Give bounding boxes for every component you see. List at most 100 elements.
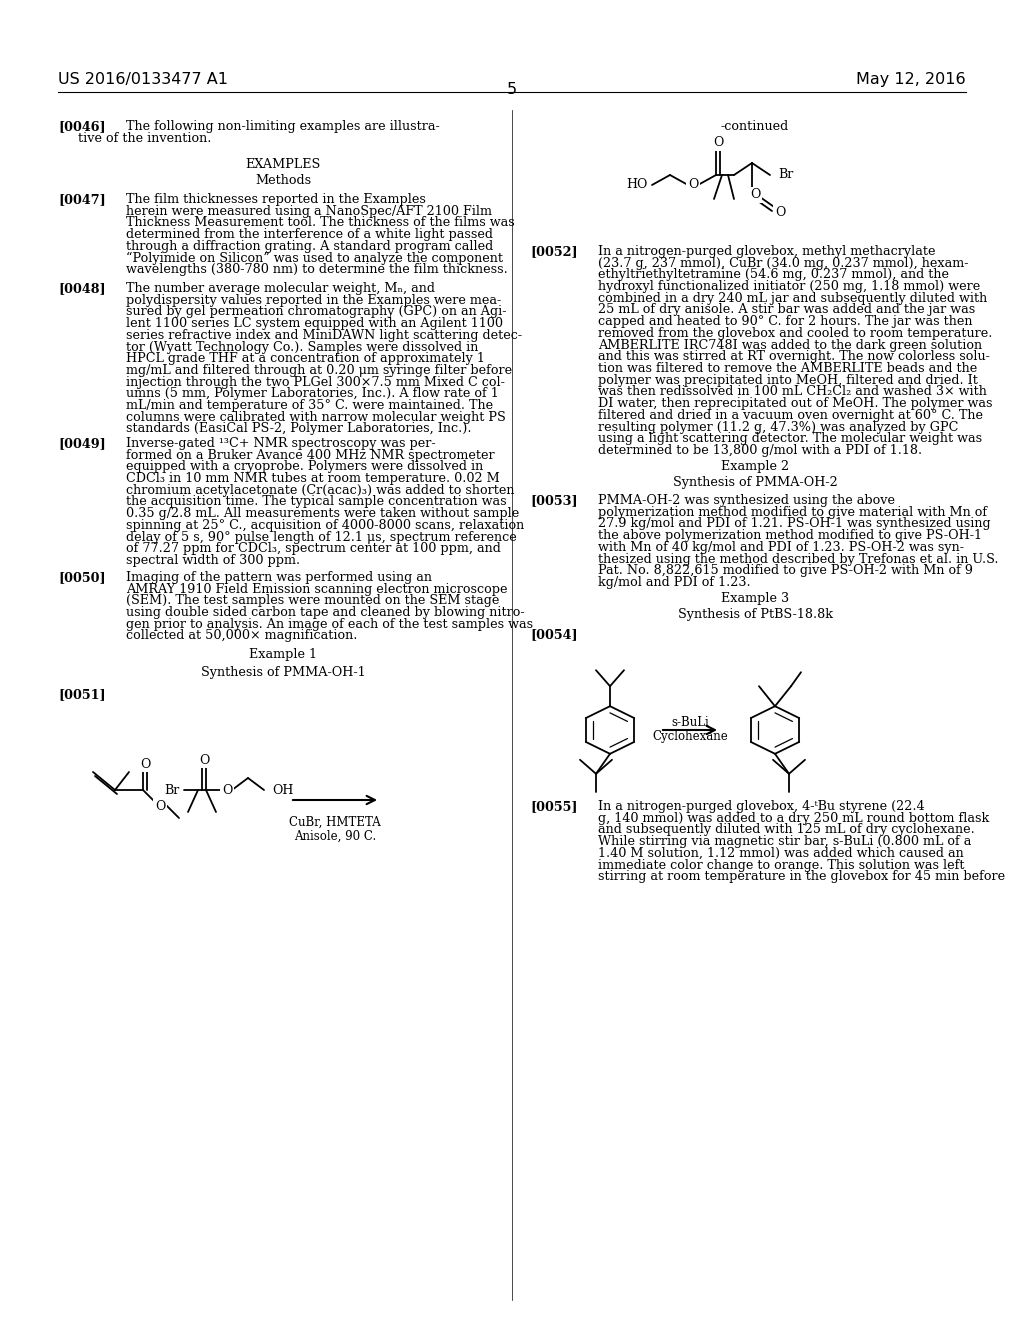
Text: O: O [775,206,785,219]
Text: O: O [199,754,209,767]
Text: filtered and dried in a vacuum oven overnight at 60° C. The: filtered and dried in a vacuum oven over… [598,409,983,422]
Text: the above polymerization method modified to give PS-OH-1: the above polymerization method modified… [598,529,982,543]
Text: CDCl₃ in 10 mm NMR tubes at room temperature. 0.02 M: CDCl₃ in 10 mm NMR tubes at room tempera… [126,473,500,486]
Text: Cyclohexane: Cyclohexane [652,730,728,743]
Text: removed from the glovebox and cooled to room temperature.: removed from the glovebox and cooled to … [598,327,992,339]
Text: of 77.27 ppm for CDCl₃, spectrum center at 100 ppm, and: of 77.27 ppm for CDCl₃, spectrum center … [126,543,501,556]
Text: 27.9 kg/mol and PDI of 1.21. PS-OH-1 was synthesized using: 27.9 kg/mol and PDI of 1.21. PS-OH-1 was… [598,517,990,531]
Text: O: O [155,800,165,813]
Text: AMRAY 1910 Field Emission scanning electron microscope: AMRAY 1910 Field Emission scanning elect… [126,582,508,595]
Text: Imaging of the pattern was performed using an: Imaging of the pattern was performed usi… [126,572,432,583]
Text: the acquisition time. The typical sample concentration was: the acquisition time. The typical sample… [126,495,507,508]
Text: Example 3: Example 3 [721,591,790,605]
Text: May 12, 2016: May 12, 2016 [856,73,966,87]
Text: Inverse-gated ¹³C+ NMR spectroscopy was per-: Inverse-gated ¹³C+ NMR spectroscopy was … [126,437,435,450]
Text: Methods: Methods [255,174,311,187]
Text: 5: 5 [507,82,517,96]
Text: determined from the interference of a white light passed: determined from the interference of a wh… [126,228,493,242]
Text: wavelengths (380-780 nm) to determine the film thickness.: wavelengths (380-780 nm) to determine th… [126,263,508,276]
Text: delay of 5 s, 90° pulse length of 12.1 μs, spectrum reference: delay of 5 s, 90° pulse length of 12.1 μ… [126,531,517,544]
Text: g, 140 mmol) was added to a dry 250 mL round bottom flask: g, 140 mmol) was added to a dry 250 mL r… [598,812,989,825]
Text: series refractive index and MiniDAWN light scattering detec-: series refractive index and MiniDAWN lig… [126,329,522,342]
Text: While stirring via magnetic stir bar, s-BuLi (0.800 mL of a: While stirring via magnetic stir bar, s-… [598,836,972,849]
Text: [0050]: [0050] [58,572,105,583]
Text: resulting polymer (11.2 g, 47.3%) was analyzed by GPC: resulting polymer (11.2 g, 47.3%) was an… [598,421,958,433]
Text: collected at 50,000× magnification.: collected at 50,000× magnification. [126,630,357,643]
Text: The number average molecular weight, Mₙ, and: The number average molecular weight, Mₙ,… [126,282,435,294]
Text: gen prior to analysis. An image of each of the test samples was: gen prior to analysis. An image of each … [126,618,534,631]
Text: [0049]: [0049] [58,437,105,450]
Text: O: O [750,189,760,202]
Text: Thickness Measurement tool. The thickness of the films was: Thickness Measurement tool. The thicknes… [126,216,515,230]
Text: The film thicknesses reported in the Examples: The film thicknesses reported in the Exa… [126,193,426,206]
Text: with Mn of 40 kg/mol and PDI of 1.23. PS-OH-2 was syn-: with Mn of 40 kg/mol and PDI of 1.23. PS… [598,541,964,554]
Text: Example 1: Example 1 [249,648,317,661]
Text: [0046]: [0046] [58,120,105,133]
Text: [0051]: [0051] [58,688,105,701]
Text: tor (Wyatt Technology Co.). Samples were dissolved in: tor (Wyatt Technology Co.). Samples were… [126,341,478,354]
Text: determined to be 13,800 g/mol with a PDI of 1.18.: determined to be 13,800 g/mol with a PDI… [598,444,923,457]
Text: HO: HO [627,178,648,191]
Text: In a nitrogen-purged glovebox, 4-ᵗBu styrene (22.4: In a nitrogen-purged glovebox, 4-ᵗBu sty… [598,800,925,813]
Text: EXAMPLES: EXAMPLES [246,158,321,172]
Text: and subsequently diluted with 125 mL of dry cyclohexane.: and subsequently diluted with 125 mL of … [598,824,975,837]
Text: spectral width of 300 ppm.: spectral width of 300 ppm. [126,554,300,568]
Text: OH: OH [272,784,293,796]
Text: Synthesis of PMMA-OH-2: Synthesis of PMMA-OH-2 [673,477,838,488]
Text: -continued: -continued [721,120,790,133]
Text: Example 2: Example 2 [721,459,790,473]
Text: DI water, then reprecipitated out of MeOH. The polymer was: DI water, then reprecipitated out of MeO… [598,397,992,411]
Text: [0055]: [0055] [530,800,578,813]
Text: through a diffraction grating. A standard program called: through a diffraction grating. A standar… [126,240,494,253]
Text: stirring at room temperature in the glovebox for 45 min before: stirring at room temperature in the glov… [598,870,1006,883]
Text: O: O [713,136,723,149]
Text: (SEM). The test samples were mounted on the SEM stage: (SEM). The test samples were mounted on … [126,594,500,607]
Text: combined in a dry 240 mL jar and subsequently diluted with: combined in a dry 240 mL jar and subsequ… [598,292,987,305]
Text: AMBERLITE IRC748I was added to the dark green solution: AMBERLITE IRC748I was added to the dark … [598,339,982,351]
Text: In a nitrogen-purged glovebox, methyl methacrylate: In a nitrogen-purged glovebox, methyl me… [598,246,936,257]
Text: Br: Br [778,169,794,181]
Text: “Polyimide on Silicon” was used to analyze the component: “Polyimide on Silicon” was used to analy… [126,252,503,265]
Text: Synthesis of PtBS-18.8k: Synthesis of PtBS-18.8k [678,609,833,620]
Text: (23.7 g, 237 mmol), CuBr (34.0 mg, 0.237 mmol), hexam-: (23.7 g, 237 mmol), CuBr (34.0 mg, 0.237… [598,256,969,269]
Text: umns (5 mm, Polymer Laboratories, Inc.). A flow rate of 1: umns (5 mm, Polymer Laboratories, Inc.).… [126,387,499,400]
Text: HPCL grade THF at a concentration of approximately 1: HPCL grade THF at a concentration of app… [126,352,485,366]
Text: [0052]: [0052] [530,246,578,257]
Text: s-BuLi: s-BuLi [671,715,709,729]
Text: mL/min and temperature of 35° C. were maintained. The: mL/min and temperature of 35° C. were ma… [126,399,494,412]
Text: thesized using the method described by Trefonas et al. in U.S.: thesized using the method described by T… [598,553,998,565]
Text: [0053]: [0053] [530,494,578,507]
Text: columns were calibrated with narrow molecular weight PS: columns were calibrated with narrow mole… [126,411,506,424]
Text: 25 mL of dry anisole. A stir bar was added and the jar was: 25 mL of dry anisole. A stir bar was add… [598,304,975,317]
Text: mg/mL and filtered through at 0.20 μm syringe filter before: mg/mL and filtered through at 0.20 μm sy… [126,364,512,378]
Text: injection through the two PLGel 300×7.5 mm Mixed C col-: injection through the two PLGel 300×7.5 … [126,376,505,388]
Text: equipped with a cryoprobe. Polymers were dissolved in: equipped with a cryoprobe. Polymers were… [126,461,483,474]
Text: polymerization method modified to give material with Mn of: polymerization method modified to give m… [598,506,987,519]
Text: O: O [140,758,151,771]
Text: Anisole, 90 C.: Anisole, 90 C. [294,830,376,843]
Text: polydispersity values reported in the Examples were mea-: polydispersity values reported in the Ex… [126,294,502,306]
Text: 0.35 g/2.8 mL. All measurements were taken without sample: 0.35 g/2.8 mL. All measurements were tak… [126,507,519,520]
Text: was then redissolved in 100 mL CH₂Cl₂ and washed 3× with: was then redissolved in 100 mL CH₂Cl₂ an… [598,385,987,399]
Text: Pat. No. 8,822,615 modified to give PS-OH-2 with Mn of 9: Pat. No. 8,822,615 modified to give PS-O… [598,564,973,577]
Text: O: O [222,784,232,796]
Text: O: O [688,178,698,191]
Text: lent 1100 series LC system equipped with an Agilent 1100: lent 1100 series LC system equipped with… [126,317,503,330]
Text: The following non-limiting examples are illustra-: The following non-limiting examples are … [126,120,439,133]
Text: US 2016/0133477 A1: US 2016/0133477 A1 [58,73,228,87]
Text: ethyltriethyltetramine (54.6 mg, 0.237 mmol), and the: ethyltriethyltetramine (54.6 mg, 0.237 m… [598,268,949,281]
Text: Synthesis of PMMA-OH-1: Synthesis of PMMA-OH-1 [201,667,366,678]
Text: Br: Br [165,784,180,796]
Text: 1.40 M solution, 1.12 mmol) was added which caused an: 1.40 M solution, 1.12 mmol) was added wh… [598,847,964,859]
Text: hydroxyl functionalized initiator (250 mg, 1.18 mmol) were: hydroxyl functionalized initiator (250 m… [598,280,980,293]
Text: tion was filtered to remove the AMBERLITE beads and the: tion was filtered to remove the AMBERLIT… [598,362,977,375]
Text: polymer was precipitated into MeOH, filtered and dried. It: polymer was precipitated into MeOH, filt… [598,374,978,387]
Text: immediate color change to orange. This solution was left: immediate color change to orange. This s… [598,858,965,871]
Text: capped and heated to 90° C. for 2 hours. The jar was then: capped and heated to 90° C. for 2 hours.… [598,315,973,329]
Text: standards (EasiCal PS-2, Polymer Laboratories, Inc.).: standards (EasiCal PS-2, Polymer Laborat… [126,422,471,436]
Text: CuBr, HMTETA: CuBr, HMTETA [289,816,381,829]
Text: using double sided carbon tape and cleaned by blowing nitro-: using double sided carbon tape and clean… [126,606,524,619]
Text: formed on a Bruker Avance 400 MHz NMR spectrometer: formed on a Bruker Avance 400 MHz NMR sp… [126,449,495,462]
Text: kg/mol and PDI of 1.23.: kg/mol and PDI of 1.23. [598,576,751,589]
Text: spinning at 25° C., acquisition of 4000-8000 scans, relaxation: spinning at 25° C., acquisition of 4000-… [126,519,524,532]
